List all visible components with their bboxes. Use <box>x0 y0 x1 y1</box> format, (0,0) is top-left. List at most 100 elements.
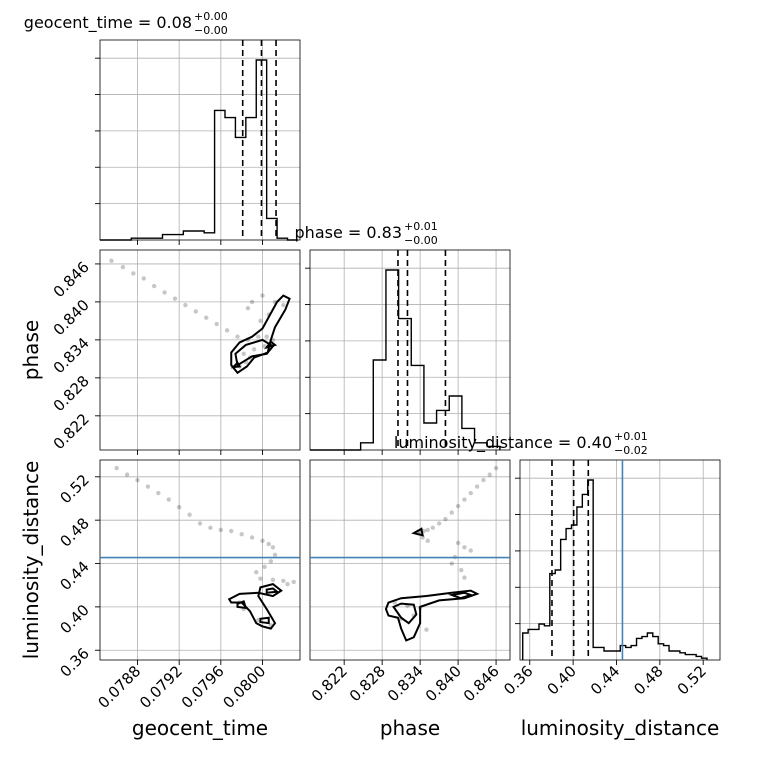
x-tick-label-luminosity_distance: 0.48 <box>630 662 666 698</box>
x-tick-label-geocent_time: 0.0800 <box>219 662 269 712</box>
x-tick-label-phase: 0.822 <box>308 662 351 705</box>
x-tick-label-luminosity_distance: 0.40 <box>544 662 580 698</box>
scatter-point-phase_vs_geocent_time <box>249 299 255 305</box>
scatter-point-luminosity_distance_vs_phase <box>462 545 467 550</box>
scatter-point-phase_vs_geocent_time <box>235 334 240 339</box>
scatter-point-phase_vs_geocent_time <box>131 271 136 276</box>
scatter-point-phase_vs_geocent_time <box>260 293 265 298</box>
scatter-point-luminosity_distance_vs_phase <box>424 627 429 632</box>
scatter-point-luminosity_distance_vs_geocent_time <box>176 504 182 510</box>
panel-frame-2-1 <box>309 459 511 661</box>
x-axis-label-luminosity_distance: luminosity_distance <box>521 716 720 740</box>
scatter-point-luminosity_distance_vs_geocent_time <box>254 569 259 575</box>
contour-luminosity_distance_vs_geocent_time-3 <box>259 616 270 625</box>
y-tick-label-phase: 0.840 <box>50 296 93 339</box>
x-tick-label-geocent_time: 0.0788 <box>94 662 144 712</box>
y-tick-label-luminosity_distance: 0.40 <box>56 601 92 637</box>
y-axis-label-luminosity_distance: luminosity_distance <box>19 461 43 660</box>
contour-luminosity_distance_vs_phase-0 <box>384 589 480 642</box>
scatter-point-luminosity_distance_vs_geocent_time <box>187 512 192 517</box>
grid-2-0 <box>100 460 300 660</box>
scatter-point-phase_vs_geocent_time <box>251 347 257 352</box>
grid-0-0 <box>100 40 300 240</box>
scatter-point-luminosity_distance_vs_phase <box>459 567 464 573</box>
panel-frame-2-2 <box>519 459 721 661</box>
scatter-point-luminosity_distance_vs_phase <box>487 472 492 477</box>
x-tick-label-phase: 0.846 <box>460 662 503 705</box>
scatter-point-luminosity_distance_vs_phase <box>425 527 430 533</box>
scatter-point-luminosity_distance_vs_geocent_time <box>145 484 151 489</box>
panel-frame-0-0 <box>99 39 301 241</box>
scatter-point-luminosity_distance_vs_phase <box>462 575 467 580</box>
scatter-point-luminosity_distance_vs_geocent_time <box>281 578 286 584</box>
y-tick-label-phase: 0.834 <box>50 334 93 377</box>
x-axis-label-geocent_time: geocent_time <box>132 716 268 740</box>
x-tick-label-geocent_time: 0.0796 <box>178 662 228 712</box>
scatter-point-luminosity_distance_vs_phase <box>493 465 499 471</box>
scatter-point-phase_vs_geocent_time <box>258 318 263 324</box>
title-geocent_time: geocent_time = 0.08 +0.00−0.00 <box>24 10 228 37</box>
title-main-phase: phase = 0.83 <box>295 223 402 242</box>
scatter-point-phase_vs_geocent_time <box>141 276 146 281</box>
scatter-point-luminosity_distance_vs_geocent_time <box>258 576 263 581</box>
scatter-point-luminosity_distance_vs_phase <box>474 484 480 489</box>
x-tick-label-geocent_time: 0.0792 <box>136 662 186 712</box>
scatter-point-phase_vs_geocent_time <box>256 334 261 339</box>
contour-phase_vs_geocent_time-1 <box>234 338 275 367</box>
title-main-geocent_time: geocent_time = 0.08 <box>24 13 192 33</box>
scatter-point-luminosity_distance_vs_geocent_time <box>285 581 290 587</box>
title-plus-phase: +0.01 <box>404 220 438 233</box>
title-main-luminosity_distance: luminosity_distance = 0.40 <box>394 433 612 453</box>
contour-luminosity_distance_vs_geocent_time-1 <box>236 600 248 610</box>
title-phase: phase = 0.83 +0.01−0.00 <box>295 220 438 247</box>
x-tick-label-luminosity_distance: 0.36 <box>500 662 536 698</box>
scatter-point-phase_vs_geocent_time <box>172 296 178 301</box>
scatter-point-phase_vs_geocent_time <box>214 321 219 327</box>
scatter-point-luminosity_distance_vs_geocent_time <box>262 564 267 569</box>
scatter-point-luminosity_distance_vs_phase <box>468 490 473 496</box>
scatter-point-luminosity_distance_vs_geocent_time <box>135 477 140 483</box>
scatter-point-phase_vs_geocent_time <box>109 258 114 263</box>
title-minus-geocent_time: −0.00 <box>194 24 228 37</box>
scatter-point-luminosity_distance_vs_geocent_time <box>124 472 130 477</box>
scatter-point-luminosity_distance_vs_phase <box>481 477 486 483</box>
y-tick-label-luminosity_distance: 0.48 <box>56 514 92 550</box>
panel-frame-2-0 <box>99 459 301 661</box>
scatter-point-luminosity_distance_vs_phase <box>449 561 454 566</box>
contour-luminosity_distance_vs_geocent_time-0 <box>227 583 283 630</box>
scatter-point-luminosity_distance_vs_geocent_time <box>156 490 161 496</box>
scatter-point-luminosity_distance_vs_phase <box>443 516 448 522</box>
title-luminosity_distance: luminosity_distance = 0.40 +0.01−0.02 <box>394 430 648 457</box>
contour-luminosity_distance_vs_phase-3 <box>411 527 424 537</box>
scatter-point-luminosity_distance_vs_geocent_time <box>291 579 296 585</box>
title-plus-luminosity_distance: +0.01 <box>614 430 648 443</box>
grid-2-2 <box>520 460 720 660</box>
scatter-point-luminosity_distance_vs_phase <box>449 510 454 515</box>
panel-frame-1-1 <box>309 249 511 451</box>
contour-luminosity_distance_vs_phase-1 <box>392 602 418 625</box>
scatter-point-luminosity_distance_vs_geocent_time <box>114 465 119 471</box>
scatter-point-luminosity_distance_vs_phase <box>468 548 473 553</box>
y-tick-label-phase: 0.828 <box>50 372 93 415</box>
scatter-point-luminosity_distance_vs_geocent_time <box>270 577 276 582</box>
y-tick-label-luminosity_distance: 0.36 <box>56 644 92 680</box>
x-tick-label-phase: 0.840 <box>422 662 465 705</box>
histogram-phase <box>310 269 501 451</box>
y-tick-label-luminosity_distance: 0.44 <box>56 558 92 594</box>
scatter-point-luminosity_distance_vs_phase <box>425 538 430 543</box>
scatter-point-luminosity_distance_vs_phase <box>455 540 461 546</box>
histogram-geocent_time <box>100 59 298 241</box>
y-tick-label-phase: 0.846 <box>50 258 93 301</box>
y-tick-label-phase: 0.822 <box>50 410 93 453</box>
x-tick-label-luminosity_distance: 0.44 <box>587 662 623 698</box>
scatter-point-luminosity_distance_vs_geocent_time <box>218 527 224 533</box>
scatter-point-phase_vs_geocent_time <box>151 283 157 289</box>
title-minus-luminosity_distance: −0.02 <box>614 444 648 457</box>
contour-luminosity_distance_vs_phase-2 <box>447 591 474 600</box>
scatter-point-luminosity_distance_vs_geocent_time <box>197 521 203 526</box>
scatter-point-phase_vs_geocent_time <box>245 306 251 311</box>
contour-phase_vs_geocent_time-2 <box>264 340 278 350</box>
scatter-point-luminosity_distance_vs_geocent_time <box>208 525 213 530</box>
scatter-point-luminosity_distance_vs_geocent_time <box>239 532 244 537</box>
scatter-point-luminosity_distance_vs_geocent_time <box>166 497 171 502</box>
